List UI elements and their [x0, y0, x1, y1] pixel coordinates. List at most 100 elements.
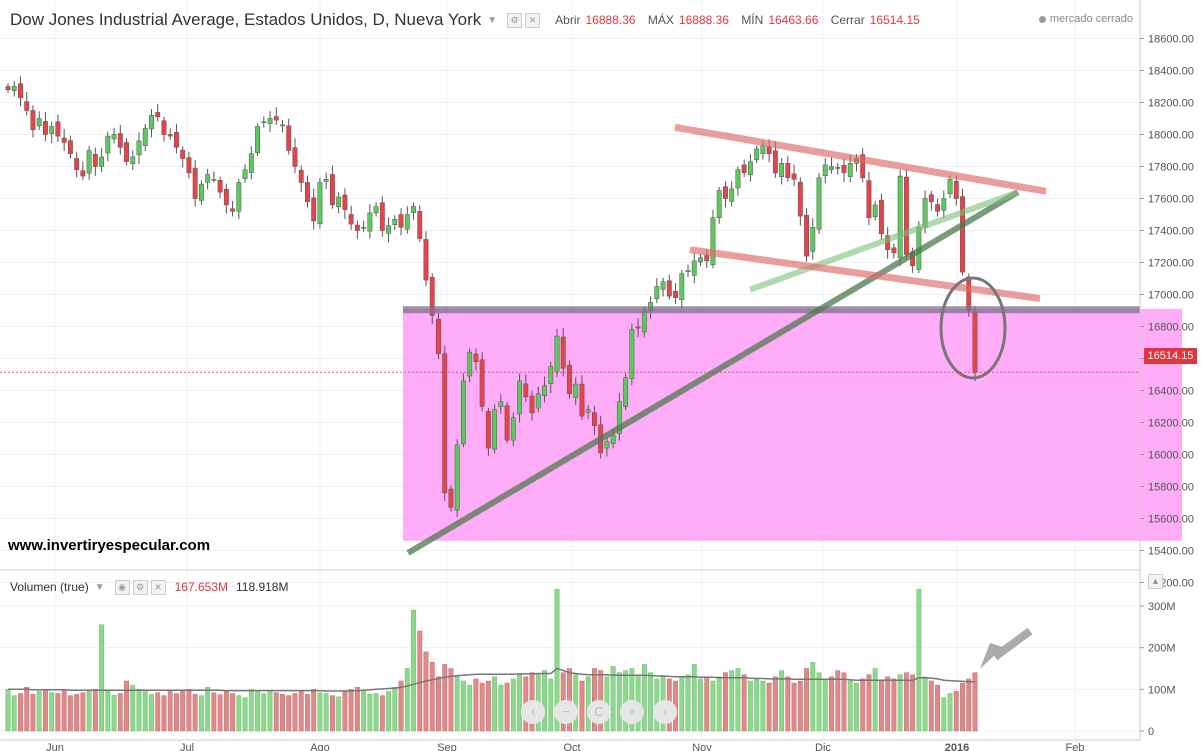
time-tick-label: Nov [692, 742, 712, 751]
settings-icon[interactable]: ⚙ [132, 579, 148, 595]
price-tick-label: 17800.00 [1148, 162, 1194, 174]
chevron-down-icon[interactable]: ▼ [94, 581, 105, 593]
candle-body [966, 276, 972, 311]
price-tick-label: 18400.00 [1148, 66, 1194, 78]
candle-body [86, 150, 92, 174]
candle-body [797, 181, 803, 217]
candle-body [55, 121, 61, 137]
candle-body [411, 206, 416, 213]
navigation-controls: ‹ − C + › [521, 700, 686, 724]
volume-bar [485, 680, 491, 732]
candle-body [542, 385, 547, 396]
candle-body [498, 401, 504, 408]
volume-bar [298, 691, 304, 732]
candle-body [248, 153, 254, 173]
candles [5, 76, 978, 518]
arrow-shaft [992, 627, 1033, 661]
reset-button[interactable]: C [587, 700, 611, 724]
zoom-out-button[interactable]: − [554, 700, 578, 724]
candle-body [42, 121, 48, 135]
candle-body [735, 169, 741, 189]
volume-bar [55, 693, 61, 732]
candle-body [442, 353, 448, 494]
volume-bar [323, 693, 329, 732]
candle-body [236, 182, 242, 212]
candle-body [623, 377, 629, 407]
candle-body [666, 280, 672, 297]
volume-bar [479, 682, 485, 732]
candle-body [897, 175, 903, 258]
candle-body [454, 444, 460, 511]
candle-body [804, 214, 809, 257]
volume-bar [354, 687, 360, 732]
volume-bar [741, 674, 747, 732]
price-tick-label: 18000.00 [1148, 130, 1194, 142]
drawings [0, 123, 1140, 669]
volume-bar [860, 678, 866, 732]
time-tick-label: Feb [1066, 742, 1085, 751]
close-icon[interactable]: ✕ [525, 12, 541, 28]
volume-bar [105, 690, 111, 732]
candle-body [460, 380, 466, 445]
volume-bar [273, 692, 279, 732]
volume-bar [766, 682, 772, 732]
candle-body [529, 395, 535, 414]
low-value: 16463.66 [768, 13, 819, 27]
volume-bar [404, 668, 410, 732]
volume-bar [641, 664, 647, 732]
volume-bar [448, 668, 454, 732]
candle-body [822, 164, 828, 177]
price-tick-label: 15400.00 [1148, 546, 1194, 558]
candle-body [517, 380, 523, 415]
candle-body [273, 116, 279, 121]
channel-upper-line [674, 123, 1047, 195]
time-tick-label: Sep [437, 742, 457, 751]
volume-bar [329, 695, 335, 732]
volume-bar [554, 589, 560, 732]
volume-bar [142, 691, 148, 732]
candle-body [548, 366, 554, 385]
volume-ma-line [8, 667, 975, 692]
candle-body [560, 336, 566, 369]
uptrend-line-extension [748, 189, 1020, 293]
candle-body [298, 170, 304, 183]
volume-ma-value: 118.918M [235, 580, 289, 594]
volume-bar [822, 678, 828, 732]
candle-body [379, 202, 385, 231]
volume-indicator-name[interactable]: Volumen (true) [10, 580, 89, 594]
scroll-left-button[interactable]: ‹ [521, 700, 545, 724]
high-value: 16888.36 [678, 13, 729, 27]
candle-body [810, 227, 816, 252]
symbol-title[interactable]: Dow Jones Industrial Average, Estados Un… [10, 10, 482, 29]
candle-body [941, 198, 947, 211]
volume-bar [67, 695, 73, 732]
price-tick-label: 18200.00 [1148, 98, 1194, 110]
scroll-right-button[interactable]: › [653, 700, 677, 724]
candle-body [342, 194, 348, 210]
volume-bar [18, 693, 23, 732]
close-icon[interactable]: ✕ [150, 579, 166, 595]
volume-tick-label: 200M [1148, 643, 1176, 655]
volume-tick-label: 300M [1148, 601, 1176, 613]
candle-body [473, 353, 479, 362]
candle-body [760, 145, 766, 154]
volume-bar [86, 691, 92, 732]
candle-body [429, 276, 435, 316]
candle-body [829, 166, 834, 170]
volume-bar [130, 684, 136, 732]
maximize-pane-icon[interactable]: ▲ [1148, 574, 1163, 589]
volume-bar [473, 678, 479, 732]
candle-body [124, 142, 129, 162]
volume-bar [454, 676, 460, 732]
price-tick-label: 15600.00 [1148, 514, 1194, 526]
zoom-in-button[interactable]: + [620, 700, 644, 724]
volume-bar [903, 672, 909, 732]
volume-bar [361, 689, 367, 732]
settings-icon[interactable]: ⚙ [507, 12, 523, 28]
volume-bar [935, 684, 941, 732]
candle-body [155, 112, 161, 118]
chevron-down-icon[interactable]: ▼ [487, 14, 498, 26]
eye-icon[interactable]: ◉ [114, 579, 130, 595]
